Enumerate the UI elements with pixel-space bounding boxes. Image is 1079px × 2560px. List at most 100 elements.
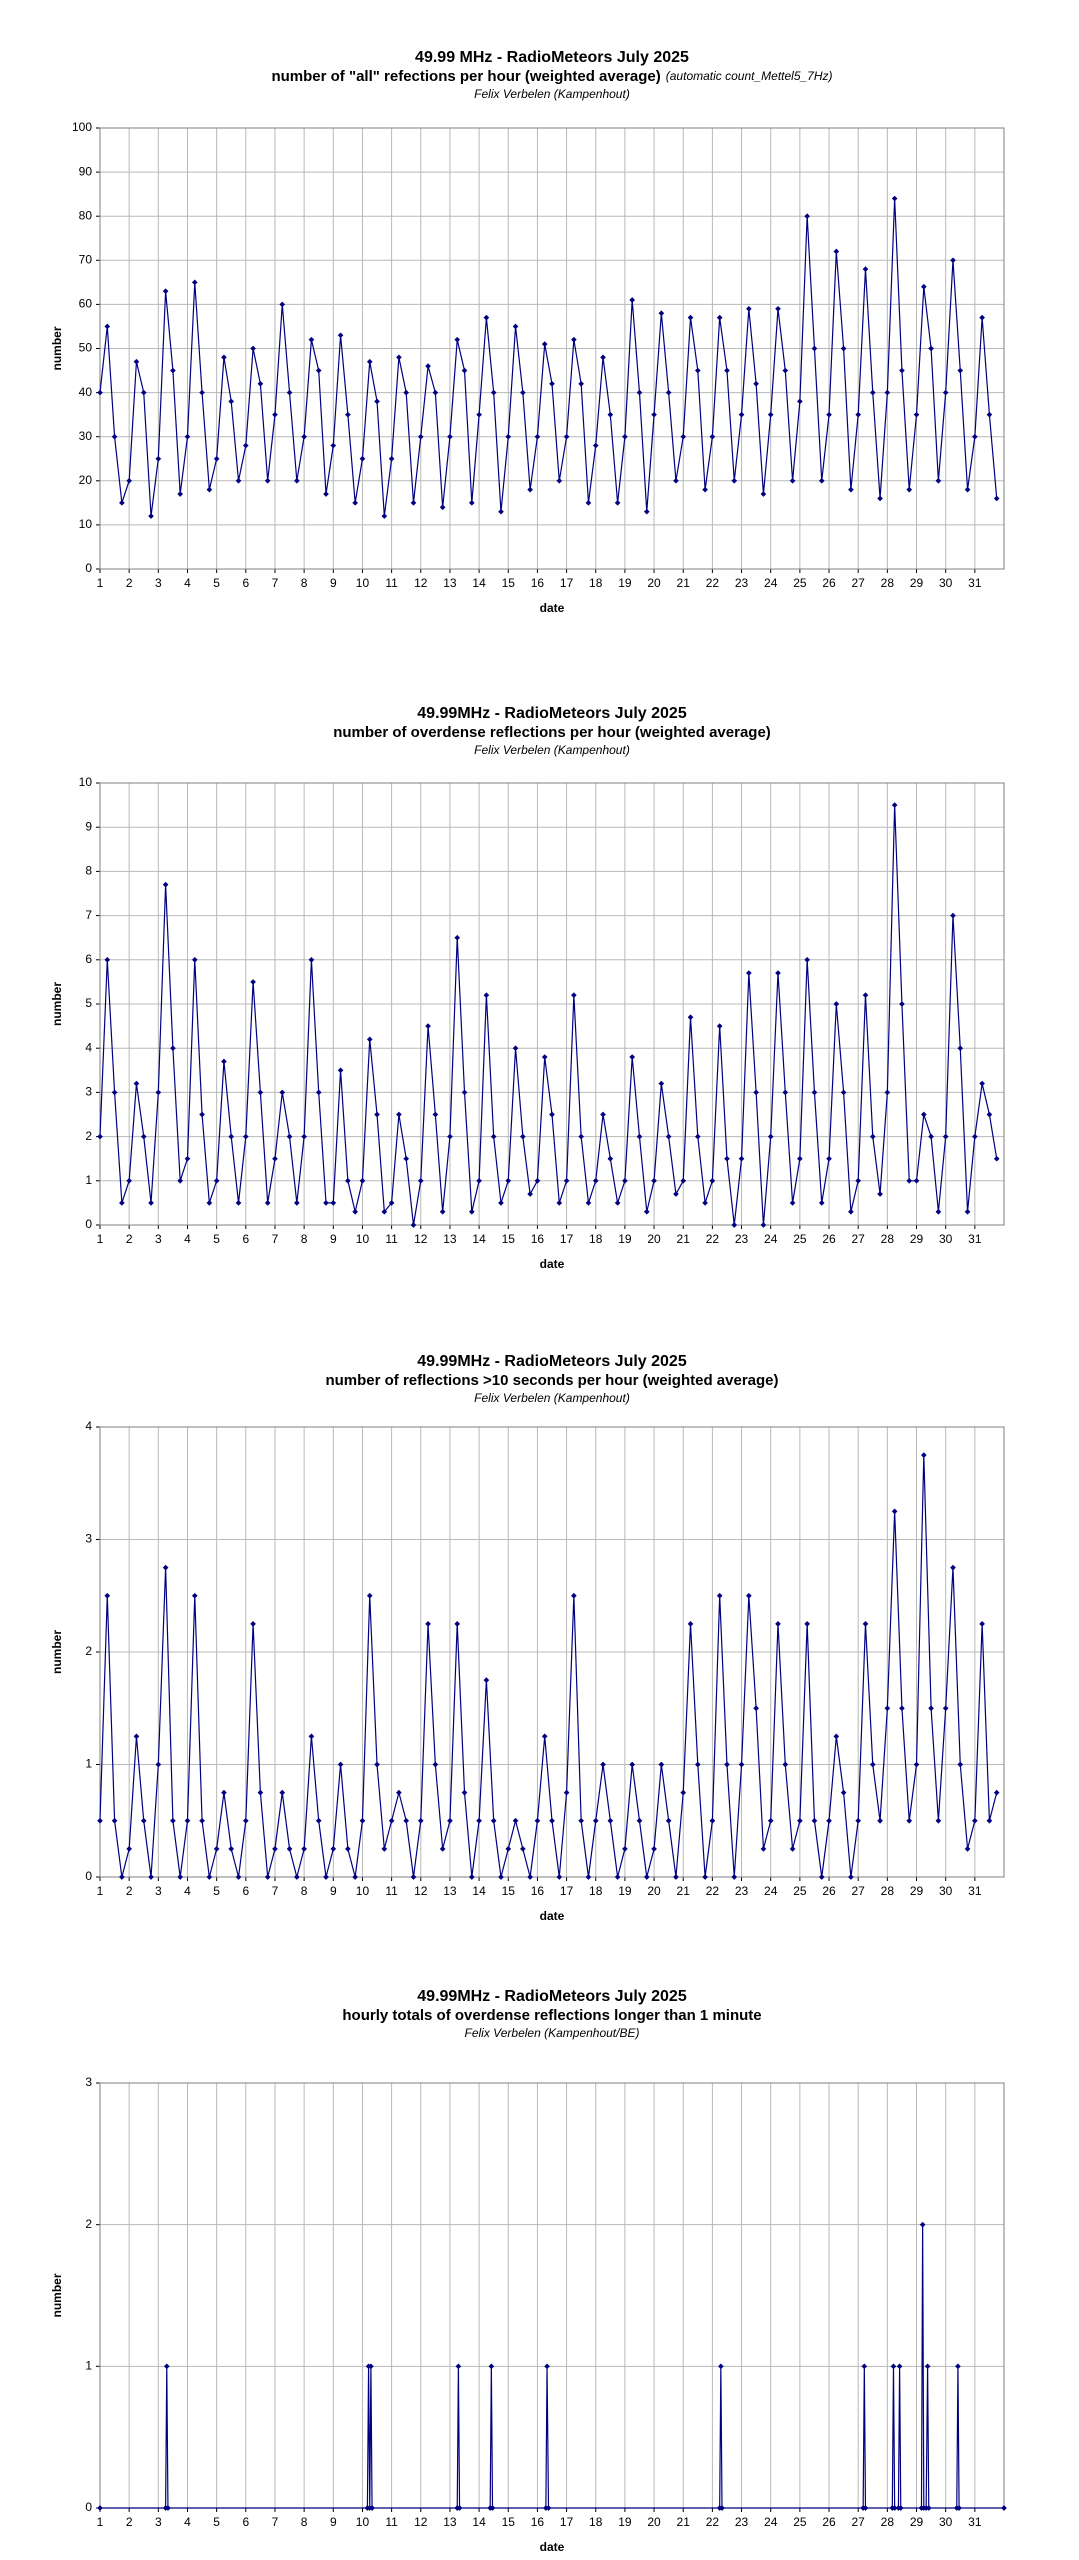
x-tick-label: 18 xyxy=(589,576,603,590)
data-point xyxy=(738,1761,745,1768)
chart-subtitle: hourly totals of overdense reflections l… xyxy=(342,2007,761,2024)
x-tick-label: 23 xyxy=(735,1232,749,1246)
data-point xyxy=(520,389,526,396)
x-tick-label: 6 xyxy=(242,1232,249,1246)
data-point xyxy=(665,389,672,396)
data-point xyxy=(417,1817,424,1824)
data-point xyxy=(155,1761,162,1768)
y-tick-label: 6 xyxy=(85,952,92,966)
x-tick-label: 27 xyxy=(852,576,866,590)
x-tick-label: 14 xyxy=(472,1232,486,1246)
x-tick-label: 6 xyxy=(242,2515,249,2529)
data-point xyxy=(534,1817,541,1824)
x-tick-label: 15 xyxy=(502,576,516,590)
data-point xyxy=(228,1846,235,1852)
chart-subtitle: number of overdense reflections per hour… xyxy=(333,724,771,741)
data-point xyxy=(488,2363,495,2370)
data-point xyxy=(861,2363,868,2370)
data-point xyxy=(709,1817,716,1824)
data-point xyxy=(396,354,402,361)
data-point xyxy=(213,1846,220,1852)
x-tick-label: 29 xyxy=(910,576,924,590)
y-tick-label: 5 xyxy=(85,996,92,1010)
data-point xyxy=(140,389,147,396)
x-tick-label: 20 xyxy=(647,1232,661,1246)
x-tick-label: 20 xyxy=(647,2515,661,2529)
data-point xyxy=(636,1817,643,1824)
data-point xyxy=(498,1200,504,1206)
y-tick-label: 3 xyxy=(85,1085,92,1099)
data-point xyxy=(833,1001,840,1007)
data-point xyxy=(600,354,606,361)
data-point xyxy=(797,1817,803,1824)
x-tick-label: 5 xyxy=(213,1884,220,1898)
data-point xyxy=(97,389,103,396)
data-point xyxy=(359,455,366,462)
data-point xyxy=(818,1200,825,1206)
data-point xyxy=(505,433,512,440)
data-point xyxy=(957,367,964,374)
x-tick-label: 22 xyxy=(706,1884,720,1898)
data-point xyxy=(833,248,840,255)
data-point xyxy=(738,411,745,418)
data-point xyxy=(950,1564,956,1571)
x-tick-label: 1 xyxy=(97,576,104,590)
data-point xyxy=(709,1177,716,1184)
data-point xyxy=(221,354,227,361)
data-point xyxy=(388,1817,395,1824)
data-point xyxy=(563,433,570,440)
data-point xyxy=(622,1846,628,1852)
data-point xyxy=(323,1200,329,1206)
x-tick-label: 3 xyxy=(155,576,162,590)
x-tick-label: 31 xyxy=(968,2515,982,2529)
data-point xyxy=(447,1133,453,1140)
data-point xyxy=(789,1200,796,1206)
data-point xyxy=(826,411,832,418)
y-tick-label: 10 xyxy=(79,775,93,789)
data-point xyxy=(986,411,993,418)
data-point xyxy=(439,1846,446,1852)
data-point xyxy=(899,367,905,374)
data-point xyxy=(330,1200,337,1206)
data-point xyxy=(476,1177,482,1184)
data-point xyxy=(896,2363,903,2370)
x-tick-label: 10 xyxy=(356,1884,370,1898)
data-point xyxy=(483,1677,490,1683)
data-point xyxy=(527,486,533,493)
x-tick-label: 21 xyxy=(677,2515,691,2529)
data-point xyxy=(651,1177,657,1184)
data-point xyxy=(381,1208,388,1215)
data-point xyxy=(585,1874,592,1880)
data-point xyxy=(811,1817,818,1824)
data-point xyxy=(104,956,111,963)
x-tick-label: 15 xyxy=(502,1232,516,1246)
data-point xyxy=(924,2363,931,2370)
x-tick-label: 28 xyxy=(881,1232,895,1246)
x-tick-label: 23 xyxy=(735,2515,749,2529)
data-point xyxy=(891,195,898,202)
data-point xyxy=(308,956,315,963)
data-point xyxy=(140,1133,147,1140)
data-point xyxy=(279,301,286,308)
x-tick-label: 11 xyxy=(385,1232,398,1246)
data-point xyxy=(439,1208,446,1215)
data-point xyxy=(913,411,920,418)
data-point xyxy=(272,1155,278,1162)
data-point xyxy=(264,1200,271,1206)
data-point xyxy=(789,1846,796,1852)
data-point xyxy=(396,1111,402,1118)
chart-title: 49.99MHz - RadioMeteors July 2025 xyxy=(417,1988,687,2005)
x-tick-label: 9 xyxy=(330,1884,337,1898)
x-tick-label: 23 xyxy=(735,576,749,590)
data-point xyxy=(410,1222,417,1228)
data-point xyxy=(250,345,256,352)
x-tick-label: 1 xyxy=(97,1232,104,1246)
data-point xyxy=(104,1592,111,1599)
data-point xyxy=(468,1874,475,1880)
data-point xyxy=(753,380,759,387)
data-point xyxy=(972,1133,978,1140)
data-point xyxy=(665,1133,672,1140)
data-point xyxy=(855,1177,862,1184)
data-point xyxy=(155,455,162,462)
data-point xyxy=(148,513,154,519)
